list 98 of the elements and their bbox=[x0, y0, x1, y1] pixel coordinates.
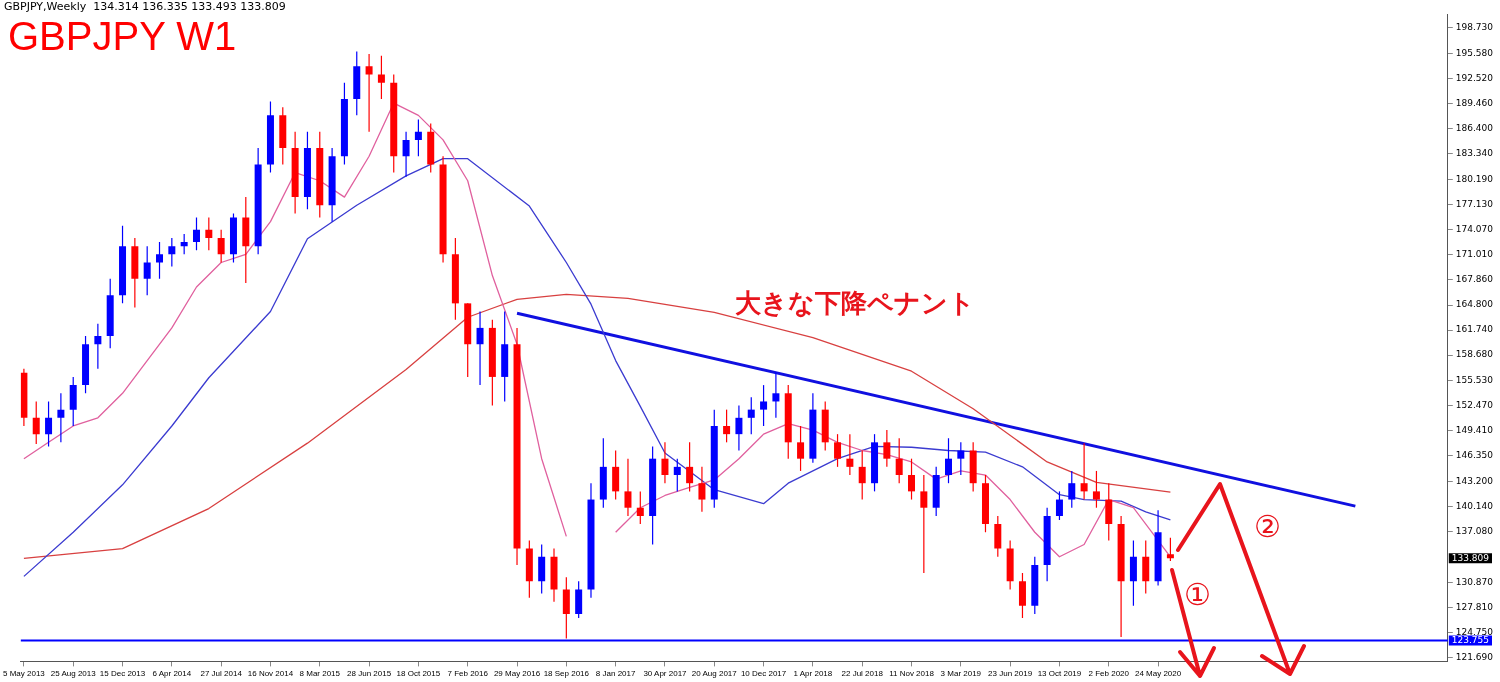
candlestick bbox=[156, 241, 164, 280]
candlestick bbox=[217, 229, 225, 264]
y-tick-label: 140.140 bbox=[1455, 500, 1494, 511]
y-tick-label: 152.470 bbox=[1455, 400, 1494, 411]
x-tick-label: 3 Mar 2019 bbox=[940, 669, 982, 679]
candlestick bbox=[747, 396, 755, 435]
x-tick-label: 27 Jul 2014 bbox=[200, 669, 243, 679]
candlestick bbox=[365, 53, 373, 133]
y-tick-label: 189.460 bbox=[1455, 97, 1494, 108]
candlestick bbox=[908, 458, 916, 501]
y-tick-label: 186.400 bbox=[1455, 122, 1494, 133]
y-tick-label: 127.810 bbox=[1455, 601, 1494, 612]
ref-line-label: 123.755 bbox=[1451, 634, 1489, 645]
candlestick bbox=[636, 490, 644, 525]
y-tick-label: 149.410 bbox=[1455, 425, 1494, 436]
x-tick-label: 30 Apr 2017 bbox=[643, 669, 688, 679]
y-tick-label: 164.800 bbox=[1455, 299, 1494, 310]
candlestick bbox=[895, 437, 903, 484]
x-tick-label: 18 Oct 2015 bbox=[396, 669, 441, 679]
candlestick bbox=[673, 458, 681, 492]
x-tick-label: 8 Jan 2017 bbox=[595, 669, 636, 679]
y-tick-label: 174.070 bbox=[1455, 223, 1494, 234]
candlestick bbox=[735, 404, 743, 452]
x-tick-label: 29 May 2016 bbox=[493, 669, 541, 679]
x-tick-label: 18 Sep 2016 bbox=[543, 669, 590, 679]
y-tick-label: 146.350 bbox=[1455, 450, 1494, 461]
candlestick bbox=[883, 429, 891, 468]
x-tick-label: 28 Jun 2015 bbox=[347, 669, 392, 679]
x-tick-label: 11 Nov 2018 bbox=[889, 669, 935, 679]
candlestick bbox=[920, 474, 928, 574]
candlestick bbox=[834, 433, 842, 468]
candlestick bbox=[772, 371, 780, 419]
candlestick bbox=[192, 216, 200, 251]
candlestick bbox=[45, 400, 53, 448]
candlestick bbox=[168, 237, 176, 268]
y-tick-label: 161.740 bbox=[1455, 324, 1494, 335]
text: 133.809 bbox=[1451, 552, 1490, 563]
y-tick-label: 180.190 bbox=[1455, 173, 1494, 184]
chart-title: GBPJPY W1 bbox=[8, 14, 237, 58]
x-tick-label: 20 Aug 2017 bbox=[691, 669, 738, 679]
candlestick bbox=[414, 118, 422, 157]
candlestick bbox=[797, 425, 805, 472]
x-tick-label: 25 Aug 2013 bbox=[50, 669, 97, 679]
annotation: ① bbox=[1184, 577, 1211, 612]
candlestick bbox=[57, 392, 65, 443]
y-tick-label: 158.680 bbox=[1455, 349, 1494, 360]
x-tick-label: 23 Jun 2019 bbox=[988, 669, 1033, 679]
y-tick-label: 171.010 bbox=[1455, 248, 1494, 259]
candlestick bbox=[1055, 490, 1063, 521]
candlestick bbox=[1092, 470, 1100, 509]
y-tick-label: 137.080 bbox=[1455, 525, 1494, 536]
x-tick-label: 7 Feb 2016 bbox=[447, 669, 489, 679]
candlestick bbox=[180, 233, 188, 255]
candlestick bbox=[686, 441, 694, 492]
y-tick-label: 167.860 bbox=[1455, 274, 1494, 285]
x-tick-label: 5 May 2013 bbox=[3, 669, 46, 679]
y-tick-label: 192.520 bbox=[1455, 72, 1494, 83]
x-tick-label: 16 Nov 2014 bbox=[247, 669, 294, 679]
x-tick-label: 10 Dec 2017 bbox=[740, 669, 787, 679]
candlestick bbox=[94, 323, 102, 370]
y-tick-label: 155.530 bbox=[1455, 375, 1494, 386]
candlestick bbox=[205, 216, 213, 251]
candlestick bbox=[945, 437, 952, 484]
candlestick bbox=[1166, 537, 1174, 562]
candlestick bbox=[957, 441, 965, 476]
x-tick-label: 22 Jul 2018 bbox=[841, 669, 884, 679]
annotation: 大きな下降ペナント bbox=[735, 288, 975, 318]
y-tick-label: 177.130 bbox=[1455, 198, 1494, 209]
x-tick-label: 1 Apr 2018 bbox=[793, 669, 833, 679]
candlestick bbox=[32, 400, 40, 445]
candlestick bbox=[698, 466, 706, 513]
candlestick bbox=[723, 409, 731, 443]
y-tick-label: 183.340 bbox=[1455, 147, 1494, 158]
x-tick-label: 6 Apr 2014 bbox=[152, 669, 192, 679]
candlestick bbox=[377, 55, 385, 100]
candlestick bbox=[1080, 442, 1088, 501]
candlestick bbox=[624, 458, 632, 517]
y-tick-label: 198.730 bbox=[1455, 21, 1494, 32]
x-tick-label: 24 May 2020 bbox=[1134, 669, 1182, 679]
y-tick-label: 124.750 bbox=[1455, 626, 1494, 637]
candlestick bbox=[858, 449, 866, 501]
candlestick bbox=[143, 245, 151, 296]
y-tick-label: 130.870 bbox=[1455, 576, 1494, 587]
x-tick-label: 8 Mar 2015 bbox=[299, 669, 341, 679]
candlestick bbox=[661, 441, 669, 484]
y-tick-label: 121.690 bbox=[1455, 651, 1494, 662]
x-tick-label: 13 Oct 2019 bbox=[1037, 669, 1082, 679]
annotation: ② bbox=[1254, 509, 1281, 544]
candlestick bbox=[846, 433, 854, 476]
x-tick-label: 15 Dec 2013 bbox=[99, 669, 146, 679]
text: GBPJPY,Weekly 134.314 136.335 133.493 133.809 bbox=[4, 0, 286, 13]
y-tick-label: 195.580 bbox=[1455, 47, 1494, 58]
candlestick bbox=[760, 384, 768, 427]
candlestick bbox=[1068, 470, 1076, 509]
y-tick-label: 143.200 bbox=[1455, 475, 1494, 486]
candlestick bbox=[402, 131, 410, 178]
candlestick bbox=[476, 310, 484, 386]
x-tick-label: 2 Feb 2020 bbox=[1088, 669, 1130, 679]
